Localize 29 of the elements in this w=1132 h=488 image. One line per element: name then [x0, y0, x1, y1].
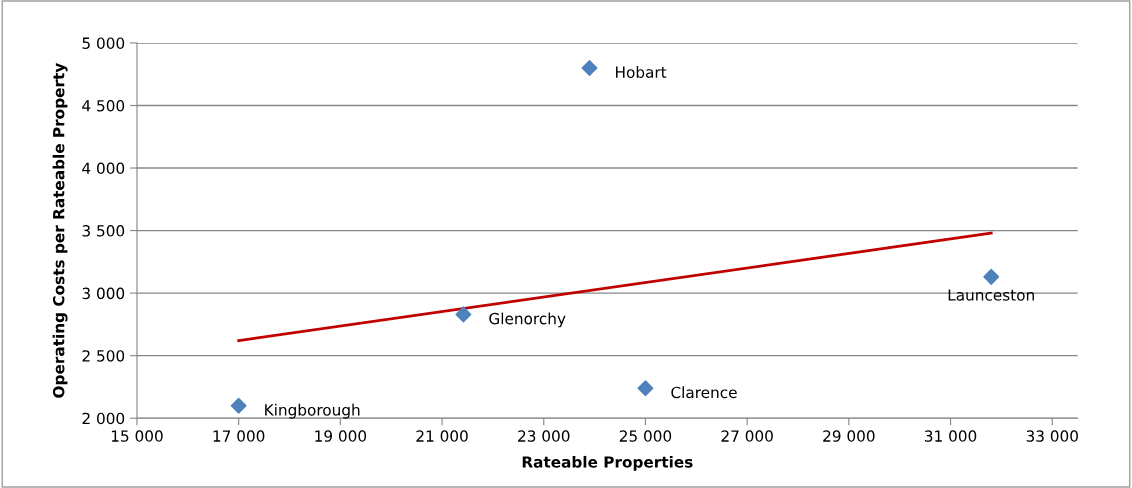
x-tick-label: 31 000 [924, 430, 977, 442]
y-tick-label: 2 000 [82, 412, 125, 425]
x-tick-label: 21 000 [416, 430, 468, 442]
x-tick-label: 17 000 [213, 430, 265, 442]
annotation: Glenorchy [489, 312, 566, 328]
y-axis-title: Operating Costs per Rateable Property [52, 63, 68, 398]
annotation: Kingborough [265, 403, 360, 419]
y-tick-label: 3 500 [82, 225, 125, 237]
annotation: Launceston [948, 289, 1034, 301]
y-tick-label: 2 500 [82, 350, 125, 362]
x-tick-label: 25 000 [619, 430, 672, 442]
x-tick-label: 27 000 [721, 430, 773, 442]
annotation: Hobart [616, 66, 667, 78]
x-tick-label: 33 000 [1026, 430, 1078, 442]
point [230, 397, 247, 414]
point [581, 59, 598, 76]
x-tick-label: 29 000 [823, 430, 875, 442]
y-tick-label: 3 000 [82, 287, 125, 300]
point [637, 380, 654, 397]
y-tick-label: 4 500 [82, 99, 125, 112]
x-tick-label: 15 000 [111, 430, 163, 442]
y-tick-label: 4 000 [82, 162, 125, 175]
x-tick-label: 19 000 [315, 430, 367, 442]
y-tick-label: 5 000 [82, 37, 125, 49]
annotation: Clarence [671, 386, 737, 399]
x-axis-title: Rateable Properties [522, 455, 693, 471]
point [455, 306, 472, 323]
x-tick-label: 23 000 [518, 430, 570, 442]
point [983, 268, 1000, 285]
